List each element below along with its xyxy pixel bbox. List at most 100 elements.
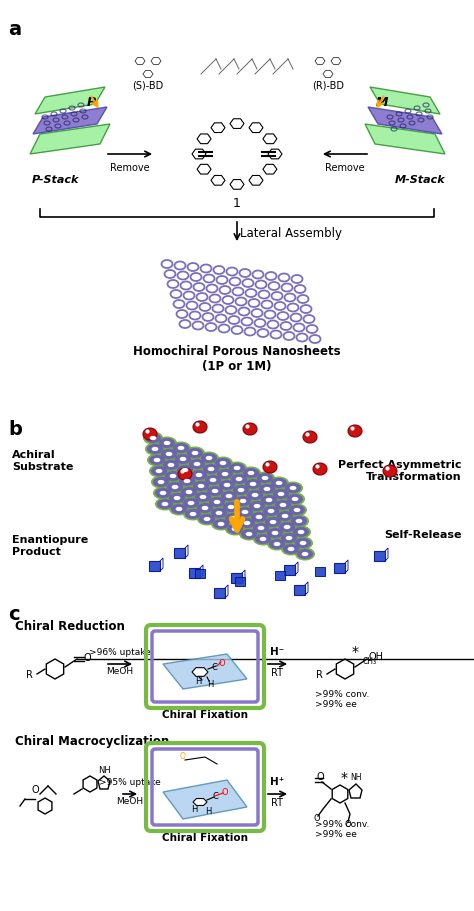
Text: P: P	[87, 96, 96, 108]
Ellipse shape	[165, 481, 185, 494]
Ellipse shape	[253, 533, 273, 546]
Ellipse shape	[201, 507, 209, 510]
Ellipse shape	[247, 500, 267, 513]
Polygon shape	[98, 776, 110, 789]
Ellipse shape	[225, 514, 241, 524]
Ellipse shape	[298, 530, 304, 535]
Ellipse shape	[155, 469, 163, 474]
Text: Chiral Fixation: Chiral Fixation	[162, 832, 248, 842]
Polygon shape	[337, 660, 354, 680]
Polygon shape	[315, 58, 325, 66]
Ellipse shape	[215, 468, 235, 481]
Text: H⁺: H⁺	[270, 776, 284, 786]
Ellipse shape	[197, 504, 213, 514]
Text: MeOH: MeOH	[117, 796, 144, 805]
Ellipse shape	[169, 494, 185, 504]
Ellipse shape	[237, 517, 257, 530]
Ellipse shape	[282, 515, 288, 518]
Ellipse shape	[250, 482, 256, 486]
Ellipse shape	[239, 518, 255, 528]
Polygon shape	[211, 124, 225, 133]
Ellipse shape	[153, 487, 173, 500]
Ellipse shape	[259, 485, 275, 495]
Ellipse shape	[247, 490, 263, 500]
Ellipse shape	[218, 522, 224, 527]
Ellipse shape	[271, 478, 287, 488]
Ellipse shape	[288, 548, 294, 551]
Ellipse shape	[183, 479, 191, 484]
Ellipse shape	[171, 442, 191, 455]
Text: Chiral Reduction: Chiral Reduction	[15, 619, 125, 632]
Ellipse shape	[228, 506, 235, 509]
Ellipse shape	[209, 507, 229, 520]
Ellipse shape	[263, 462, 277, 474]
Text: Remove: Remove	[110, 163, 150, 173]
Ellipse shape	[270, 520, 276, 525]
Ellipse shape	[231, 484, 251, 497]
FancyBboxPatch shape	[315, 568, 325, 577]
Ellipse shape	[243, 468, 259, 478]
Ellipse shape	[313, 464, 327, 476]
Ellipse shape	[173, 453, 193, 466]
Ellipse shape	[303, 432, 317, 444]
Ellipse shape	[229, 464, 245, 474]
Ellipse shape	[155, 488, 171, 498]
Text: 1: 1	[233, 197, 241, 210]
Ellipse shape	[291, 526, 311, 539]
Ellipse shape	[149, 465, 169, 478]
Ellipse shape	[287, 504, 307, 517]
FancyBboxPatch shape	[275, 571, 285, 580]
Ellipse shape	[281, 543, 301, 556]
Text: O: O	[345, 820, 351, 829]
Ellipse shape	[191, 451, 199, 456]
Polygon shape	[332, 785, 348, 804]
Ellipse shape	[221, 501, 241, 514]
Ellipse shape	[291, 517, 307, 527]
Polygon shape	[192, 668, 208, 677]
Text: H: H	[191, 804, 197, 814]
Ellipse shape	[300, 541, 306, 546]
Ellipse shape	[199, 515, 215, 525]
Ellipse shape	[213, 457, 233, 470]
Ellipse shape	[269, 539, 285, 549]
Ellipse shape	[221, 491, 237, 501]
Ellipse shape	[185, 447, 205, 460]
Polygon shape	[263, 135, 277, 145]
Ellipse shape	[159, 438, 175, 448]
Ellipse shape	[283, 482, 303, 495]
Polygon shape	[163, 780, 247, 819]
Ellipse shape	[257, 527, 264, 530]
Ellipse shape	[183, 498, 199, 508]
Polygon shape	[135, 58, 145, 66]
Text: >96% uptake: >96% uptake	[89, 648, 151, 656]
Ellipse shape	[187, 458, 207, 471]
Ellipse shape	[185, 509, 201, 519]
Ellipse shape	[243, 424, 257, 435]
Text: >95% uptake: >95% uptake	[99, 777, 161, 786]
Ellipse shape	[239, 527, 259, 541]
Ellipse shape	[249, 511, 269, 524]
Text: O: O	[219, 659, 225, 668]
Polygon shape	[197, 135, 211, 145]
Ellipse shape	[152, 447, 158, 452]
Ellipse shape	[234, 466, 240, 471]
Ellipse shape	[263, 507, 279, 517]
Text: >99% conv.
>99% ee: >99% conv. >99% ee	[315, 819, 369, 838]
Ellipse shape	[296, 519, 302, 524]
Text: RT: RT	[271, 667, 283, 677]
FancyBboxPatch shape	[174, 548, 185, 558]
Ellipse shape	[207, 496, 227, 509]
Text: O: O	[316, 771, 324, 781]
Ellipse shape	[193, 491, 213, 504]
Ellipse shape	[295, 538, 311, 548]
Ellipse shape	[261, 505, 281, 518]
Text: RT: RT	[271, 797, 283, 807]
Ellipse shape	[157, 480, 164, 485]
Ellipse shape	[201, 454, 217, 464]
Ellipse shape	[157, 499, 173, 509]
Ellipse shape	[275, 481, 283, 486]
Ellipse shape	[277, 521, 297, 534]
Ellipse shape	[255, 535, 271, 545]
Ellipse shape	[164, 442, 170, 445]
Ellipse shape	[252, 494, 258, 497]
